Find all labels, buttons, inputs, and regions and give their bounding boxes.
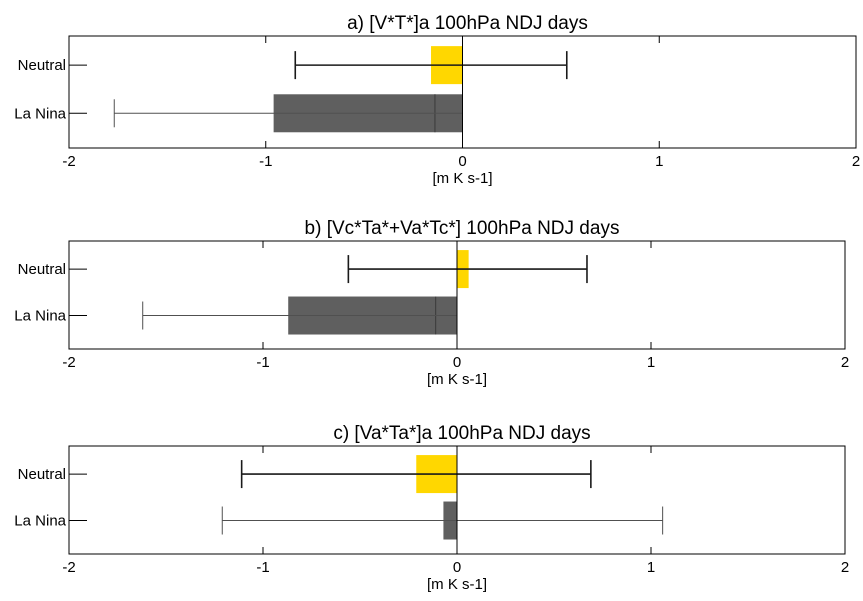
x-tick-label: -1 xyxy=(256,559,269,576)
x-tick-label: -2 xyxy=(62,559,75,576)
y-tick-label: Neutral xyxy=(18,57,66,74)
y-tick-label: La Nina xyxy=(14,513,66,530)
x-axis-label: [m K s-1] xyxy=(427,371,487,388)
x-axis-label: [m K s-1] xyxy=(427,576,487,593)
x-tick-label: 2 xyxy=(841,354,849,371)
x-tick-label: 0 xyxy=(458,153,466,170)
chart-panel-1: b) [Vc*Ta*+Va*Tc*] 100hPa NDJ days Neutra… xyxy=(14,218,849,388)
x-tick-label: -1 xyxy=(256,354,269,371)
x-tick-label: -2 xyxy=(62,354,75,371)
chart-title: a) [V*T*]a 100hPa NDJ days xyxy=(347,13,588,34)
x-tick-label: 1 xyxy=(647,354,655,371)
chart-title: b) [Vc*Ta*+Va*Tc*] 100hPa NDJ days xyxy=(305,218,620,239)
y-tick-label: La Nina xyxy=(14,105,66,122)
x-tick-label: -2 xyxy=(62,153,75,170)
x-axis-label: [m K s-1] xyxy=(432,170,492,187)
x-tick-label: 1 xyxy=(655,153,663,170)
x-tick-label: -1 xyxy=(259,153,272,170)
chart-title: c) [Va*Ta*]a 100hPa NDJ days xyxy=(333,423,590,444)
chart-panel-2: c) [Va*Ta*]a 100hPa NDJ days Neutral La Ni… xyxy=(14,423,849,593)
chart-panel-0: a) [V*T*]a 100hPa NDJ days Neutral La Nina… xyxy=(14,13,860,187)
x-tick-label: 0 xyxy=(453,559,461,576)
x-tick-label: 1 xyxy=(647,559,655,576)
y-tick-label: La Nina xyxy=(14,308,66,325)
y-tick-label: Neutral xyxy=(18,261,66,278)
y-tick-label: Neutral xyxy=(18,466,66,483)
x-tick-label: 2 xyxy=(841,559,849,576)
x-tick-label: 0 xyxy=(453,354,461,371)
x-tick-label: 2 xyxy=(852,153,860,170)
